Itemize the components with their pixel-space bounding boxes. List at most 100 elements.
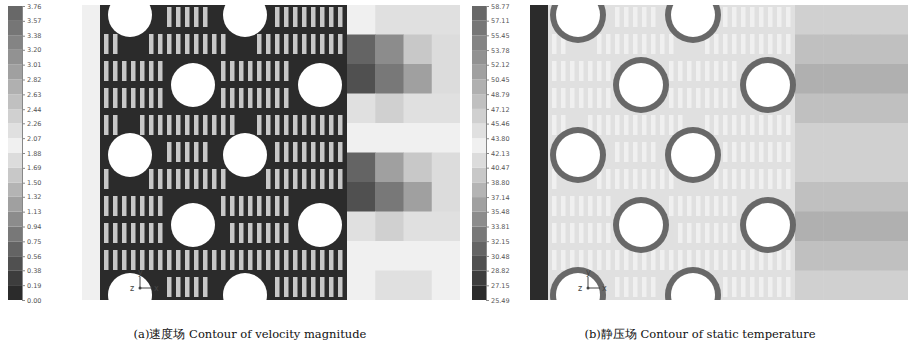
fin-zone <box>100 5 347 300</box>
louver <box>338 115 343 135</box>
tick-label: 32.15 <box>491 238 510 246</box>
louver <box>732 34 737 54</box>
louver <box>275 88 280 108</box>
louver <box>723 115 728 135</box>
louver <box>624 34 629 54</box>
tick-mark <box>22 80 25 81</box>
tube <box>171 203 215 247</box>
tick: 53.78 <box>486 47 510 55</box>
tick: 2.26 <box>22 120 41 128</box>
color-axis-line <box>487 7 490 301</box>
louver <box>714 34 719 54</box>
fin-zone <box>548 5 795 300</box>
tick-label: 27.15 <box>491 282 510 290</box>
louver <box>320 142 325 162</box>
wake-cell <box>404 271 433 301</box>
louver <box>302 115 307 135</box>
color-band <box>8 241 22 256</box>
louver <box>642 169 647 189</box>
louver <box>687 61 692 81</box>
louver <box>687 250 692 270</box>
wake-cell <box>404 153 433 183</box>
wake-cell <box>432 94 460 124</box>
louver <box>741 250 746 270</box>
louver <box>275 196 280 216</box>
louver <box>158 61 163 81</box>
louver <box>239 88 244 108</box>
louver <box>570 196 575 216</box>
tube <box>556 273 600 300</box>
louver <box>606 250 611 270</box>
louver <box>248 61 253 81</box>
tick-label: 25.49 <box>491 297 510 305</box>
inlet-zone <box>530 5 548 300</box>
wake-cell <box>347 64 376 94</box>
tube-wall <box>665 267 721 300</box>
louver <box>732 250 737 270</box>
louver <box>786 7 791 27</box>
tick: 28.82 <box>486 267 510 275</box>
color-band <box>472 80 486 95</box>
triad-axis <box>588 277 589 288</box>
louver <box>750 7 755 27</box>
louver <box>158 88 163 108</box>
louver <box>705 88 710 108</box>
color-band <box>472 50 486 65</box>
louver <box>113 223 118 243</box>
louver <box>275 223 280 243</box>
louver <box>552 196 557 216</box>
tick: 52.12 <box>486 61 510 69</box>
tick: 0.94 <box>22 223 41 231</box>
tick-label: 3.38 <box>27 32 41 40</box>
louver <box>311 250 316 270</box>
tick-label: 47.12 <box>491 105 510 113</box>
louver <box>284 34 289 54</box>
louver <box>176 250 181 270</box>
wake-cell <box>852 123 881 153</box>
tick-label: 2.63 <box>27 91 41 99</box>
louver <box>597 223 602 243</box>
louver <box>741 115 746 135</box>
louver <box>149 250 154 270</box>
tick: 1.32 <box>22 193 41 201</box>
tick: 1.50 <box>22 179 41 187</box>
tick: 43.80 <box>486 135 510 143</box>
louver <box>113 61 118 81</box>
louver <box>723 196 728 216</box>
louver <box>714 61 719 81</box>
tick-mark <box>486 35 489 36</box>
louver <box>257 223 262 243</box>
wake-cell <box>347 35 376 65</box>
louver <box>212 34 217 54</box>
louver <box>338 169 343 189</box>
louver <box>624 115 629 135</box>
louver <box>194 34 199 54</box>
louver <box>203 7 208 27</box>
tick-label: 2.82 <box>27 76 41 84</box>
tick: 1.69 <box>22 164 41 172</box>
louver <box>615 250 620 270</box>
louver <box>741 34 746 54</box>
louver <box>248 88 253 108</box>
color-band <box>472 182 486 197</box>
triad-label: z <box>578 284 582 293</box>
louver <box>230 61 235 81</box>
louver <box>768 250 773 270</box>
tube-wall <box>550 127 606 183</box>
louver <box>203 115 208 135</box>
color-band <box>8 138 22 153</box>
wake-cell <box>823 64 852 94</box>
louver <box>669 34 674 54</box>
louver <box>257 34 262 54</box>
louver <box>257 115 262 135</box>
tube-wall <box>613 197 669 253</box>
field <box>530 5 908 300</box>
louver <box>185 277 190 297</box>
louver <box>302 142 307 162</box>
louver <box>624 250 629 270</box>
color-band <box>472 212 486 227</box>
tick: 25.49 <box>486 297 510 305</box>
tick: 2.07 <box>22 135 41 143</box>
triad-label: x <box>602 284 607 293</box>
louver <box>284 61 289 81</box>
